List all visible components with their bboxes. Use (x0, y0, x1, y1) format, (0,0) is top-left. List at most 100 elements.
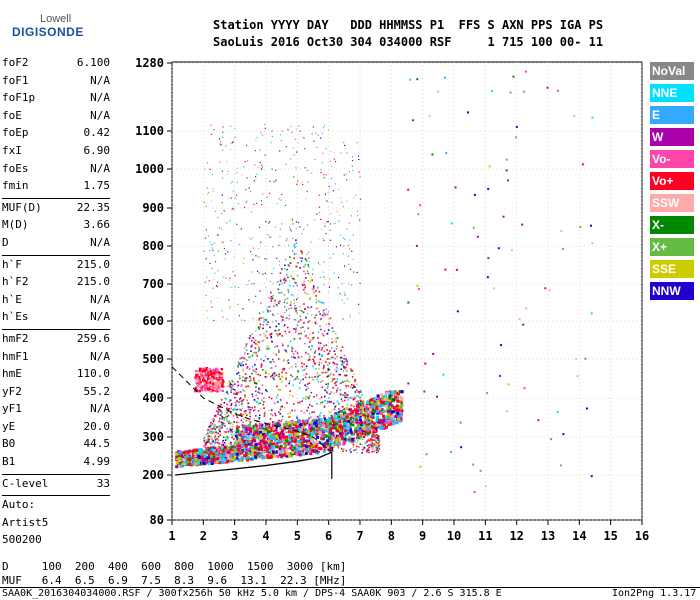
echo-pixel (327, 431, 330, 433)
echo-pixel (255, 178, 257, 180)
param-name: yE (2, 419, 16, 433)
echo-pixel (313, 421, 317, 425)
echo-pixel (240, 419, 243, 422)
echo-pixel (253, 455, 257, 459)
param-separator (2, 495, 110, 497)
echo-pixel (304, 167, 306, 169)
echo-pixel (242, 361, 244, 363)
echo-pixel (226, 415, 228, 418)
echo-pixel (256, 453, 260, 457)
echo-pixel (285, 351, 288, 354)
echo-pixel (271, 135, 273, 138)
param-row-he: h`E N/A (2, 293, 110, 311)
echo-pixel (244, 319, 246, 322)
echo-pixel (309, 427, 313, 431)
echo-pixel (255, 394, 258, 397)
echo-pixel (358, 412, 362, 416)
echo-pixel (259, 161, 261, 164)
echo-pixel (208, 446, 210, 449)
echo-pixel (283, 348, 286, 351)
echo-pixel (253, 282, 255, 285)
echo-pixel (218, 449, 220, 452)
echo-pixel (218, 420, 221, 423)
echo-pixel (319, 264, 321, 266)
echo-pixel (279, 444, 283, 448)
echo-pixel (278, 446, 282, 450)
echo-pixel (361, 421, 363, 424)
echo-pixel (300, 332, 302, 335)
echo-pixel (590, 224, 593, 227)
echo-pixel (275, 442, 279, 446)
echo-pixel (307, 387, 309, 390)
echo-pixel (264, 272, 266, 274)
echo-pixel (240, 431, 243, 433)
echo-pixel (302, 378, 304, 381)
echo-pixel (283, 279, 285, 281)
echo-pixel (229, 386, 231, 388)
echo-pixel (273, 378, 275, 381)
echo-pixel (243, 379, 246, 382)
echo-pixel (306, 190, 308, 193)
echo-pixel (467, 111, 470, 114)
echo-pixel (289, 301, 292, 303)
echo-pixel (263, 444, 265, 447)
echo-pixel (252, 336, 254, 339)
echo-pixel (246, 200, 248, 202)
echo-pixel (204, 446, 207, 449)
echo-pixel (248, 337, 251, 339)
echo-pixel (349, 430, 353, 434)
echo-pixel (258, 346, 260, 348)
echo-pixel (334, 437, 337, 439)
echo-pixel (338, 424, 342, 428)
echo-pixel (343, 418, 347, 422)
echo-pixel (220, 423, 223, 425)
echo-pixel (236, 393, 239, 395)
echo-pixel (351, 376, 354, 378)
echo-pixel (224, 397, 227, 400)
param-row-fxi: fxI 6.90 (2, 144, 110, 162)
echo-pixel (390, 390, 394, 394)
echo-pixel (394, 408, 398, 412)
echo-pixel (285, 384, 287, 387)
echo-pixel (243, 357, 245, 359)
echo-pixel (329, 422, 333, 426)
echo-pixel (339, 432, 343, 436)
echo-pixel (243, 449, 246, 452)
echo-pixel (217, 234, 219, 236)
echo-pixel (244, 454, 248, 458)
echo-pixel (290, 262, 292, 264)
echo-pixel (196, 461, 200, 465)
echo-pixel (435, 395, 438, 398)
echo-pixel (269, 418, 272, 420)
echo-pixel (226, 454, 230, 458)
echo-pixel (258, 319, 261, 321)
echo-pixel (218, 389, 222, 392)
echo-pixel (318, 415, 321, 418)
echo-pixel (302, 303, 305, 305)
echo-pixel (308, 437, 312, 441)
echo-pixel (234, 275, 236, 277)
echo-pixel (217, 410, 220, 413)
echo-pixel (265, 258, 268, 260)
echo-pixel (389, 419, 393, 423)
echo-pixel (281, 367, 284, 370)
echo-pixel (216, 452, 219, 454)
echo-pixel (272, 294, 274, 297)
echo-pixel (197, 382, 201, 386)
echo-pixel (252, 247, 255, 249)
echo-pixel (327, 385, 329, 388)
echo-pixel (241, 400, 243, 403)
echo-pixel (328, 323, 330, 325)
echo-pixel (337, 188, 340, 190)
echo-pixel (332, 190, 335, 192)
echo-pixel (377, 442, 380, 445)
echo-pixel (309, 358, 311, 361)
echo-pixel (297, 180, 299, 182)
echo-pixel (245, 380, 247, 383)
echo-pixel (358, 405, 362, 409)
echo-pixel (313, 449, 317, 453)
echo-pixel (362, 405, 365, 407)
echo-pixel (247, 353, 249, 355)
echo-pixel (428, 115, 431, 118)
echo-pixel (277, 434, 281, 438)
